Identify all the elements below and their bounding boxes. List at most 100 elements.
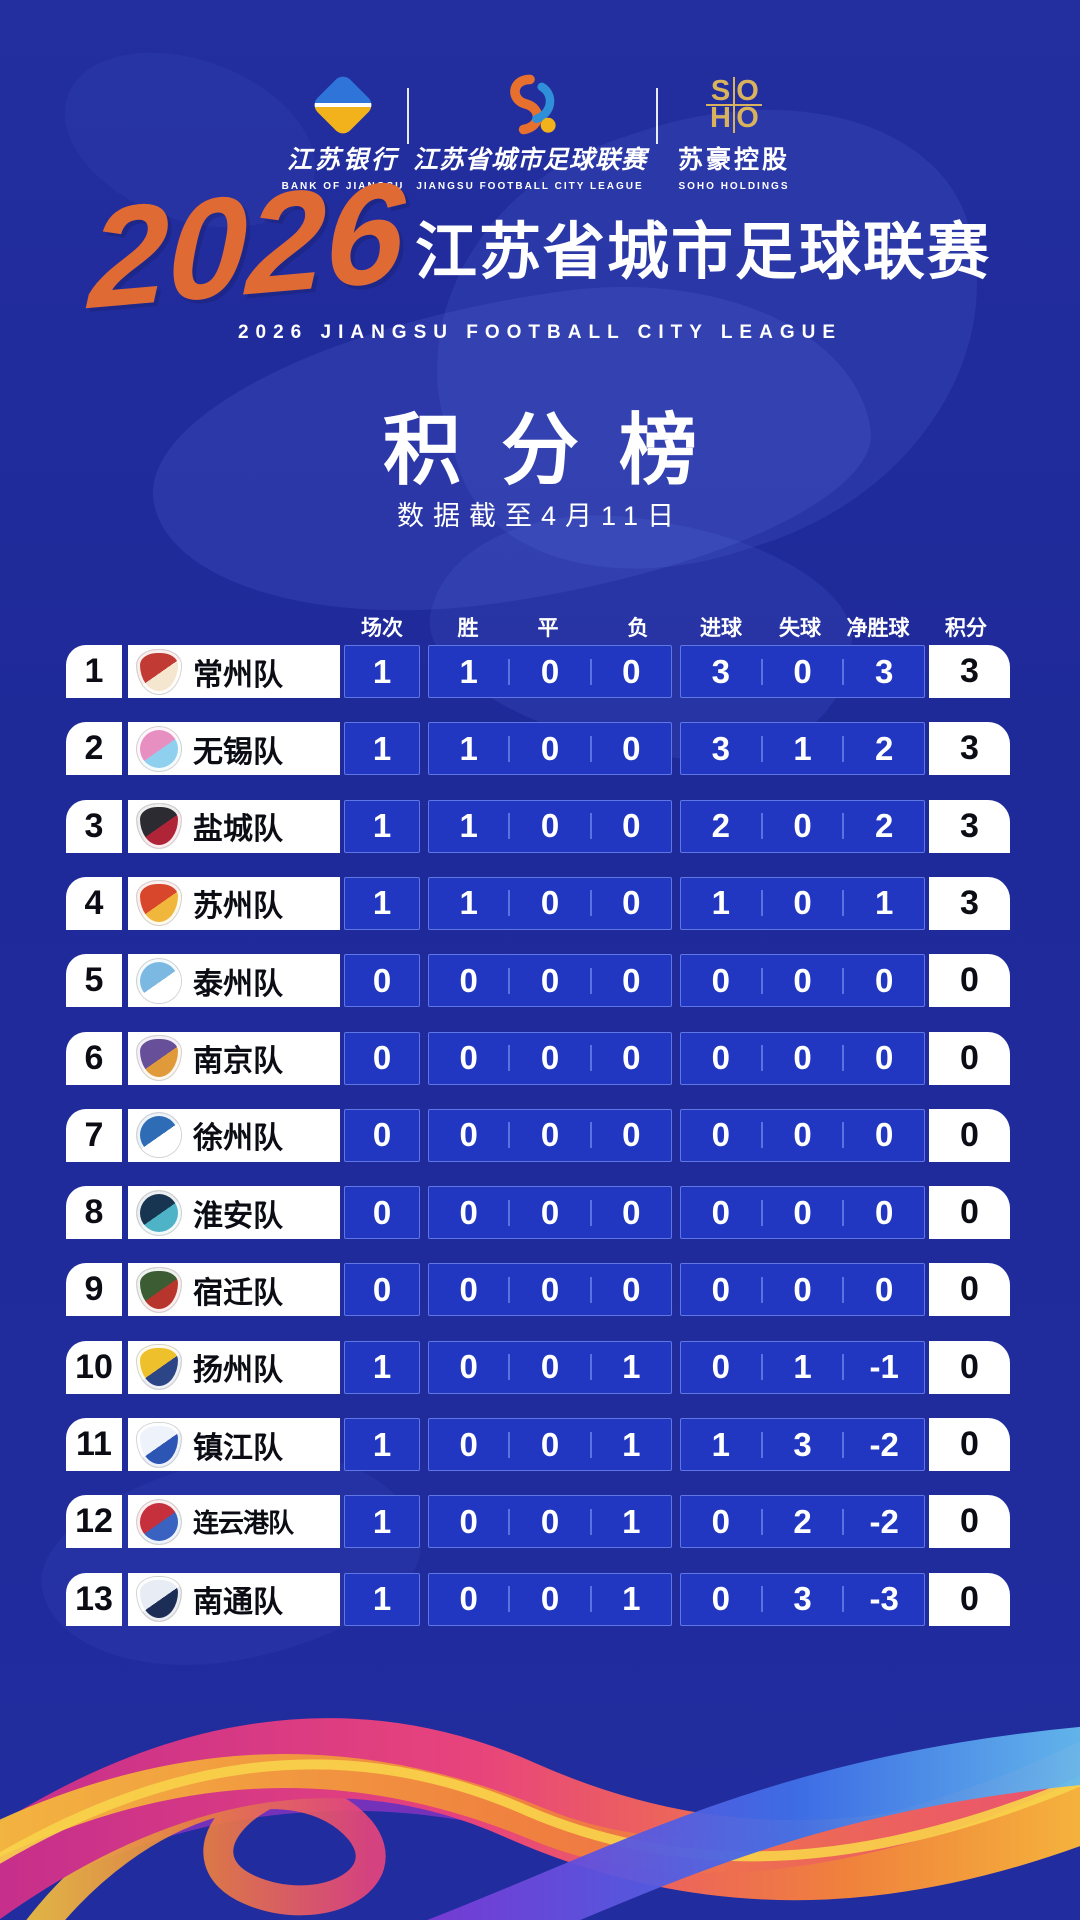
title-year: 2026 — [86, 151, 408, 340]
stat-goals-against: 1 — [793, 1348, 812, 1386]
stat-win: 0 — [459, 1580, 478, 1618]
stat-group: 0 0 0 — [428, 1186, 672, 1240]
team-name: 无锡队 — [193, 735, 283, 769]
zhenjiang-crest-icon — [137, 1422, 181, 1467]
stat-group: 1 0 0 — [428, 876, 672, 930]
stat-group: 1 0 1 — [680, 876, 925, 930]
col-header-draw: 平 — [537, 617, 559, 640]
rank-box: 7 — [66, 1108, 122, 1162]
cell-divider — [760, 1045, 763, 1071]
sponsor-bank-name-en: BANK OF JIANGSU — [281, 181, 405, 192]
stat-goals-against: 0 — [793, 961, 812, 999]
soho-logo-letter: O — [736, 75, 759, 107]
points-box: 0 — [929, 1108, 1010, 1162]
stat-goal-diff: 2 — [875, 807, 894, 845]
team-cell: 常州队 — [128, 645, 340, 698]
stat-loss: 1 — [622, 1348, 641, 1386]
sponsor-league-logo: 江苏省城市足球联赛 JIANGSU FOOTBALL CITY LEAGUE — [413, 70, 646, 192]
stat-draw: 0 — [540, 807, 560, 845]
cell-divider — [508, 1431, 511, 1458]
stat-goal-diff: 2 — [875, 729, 894, 767]
stat-played: 0 — [372, 961, 392, 999]
table-row: 9 宿迁队 0 0 0 0 0 0 0 0 — [66, 1263, 1014, 1317]
stat-loss: 1 — [622, 1425, 641, 1463]
cell-divider — [760, 1586, 763, 1613]
title-subtitle: 2026 JIANGSU FOOTBALL CITY LEAGUE — [237, 322, 843, 343]
stat-goals-for: 3 — [711, 652, 731, 690]
stat-goals-for: 0 — [711, 1116, 731, 1154]
cell-divider — [842, 1122, 845, 1149]
stat-played: 1 — [372, 729, 392, 767]
stat-goals-against: 0 — [793, 807, 812, 845]
stat-group: 0 — [344, 1263, 420, 1317]
cell-divider — [508, 890, 511, 917]
stat-group: 1 — [344, 1418, 420, 1471]
nanjing-crest-icon — [137, 1036, 181, 1080]
cell-divider — [760, 1122, 763, 1149]
points-box: 0 — [929, 1495, 1010, 1549]
nantong-crest-icon — [137, 1577, 181, 1622]
stat-played: 0 — [372, 1116, 392, 1154]
sponsor-soho-name: 苏豪控股 — [677, 146, 790, 174]
table-row: 4 苏州队 1 1 0 0 1 0 1 3 — [66, 876, 1014, 930]
table-row: 8 淮安队 0 0 0 0 0 0 0 0 — [66, 1186, 1014, 1240]
points-box: 0 — [929, 1340, 1010, 1394]
points-box: 3 — [929, 799, 1010, 853]
cell-divider — [508, 1354, 511, 1381]
league-logo-icon — [510, 74, 556, 135]
cell-divider — [589, 1354, 592, 1381]
stat-draw: 0 — [540, 1580, 560, 1618]
soho-logo-letter: O — [736, 102, 759, 134]
stat-goal-diff: 0 — [875, 1116, 894, 1154]
team-name: 苏州队 — [193, 890, 283, 924]
sponsor-bank-of-jiangsu: 江苏银行 BANK OF JIANGSU — [243, 70, 443, 192]
cell-divider — [589, 1122, 592, 1149]
cell-divider — [842, 1508, 845, 1535]
stat-draw: 0 — [540, 1348, 560, 1386]
team-name: 盐城队 — [193, 813, 283, 847]
stat-group: 0 0 1 — [428, 1572, 672, 1626]
stat-win: 0 — [459, 1502, 478, 1540]
stat-win: 0 — [459, 961, 478, 999]
stat-group: 1 — [344, 645, 420, 698]
col-header-points: 积分 — [945, 617, 987, 640]
stat-draw: 0 — [540, 1270, 560, 1308]
cell-divider — [760, 813, 763, 840]
huaian-crest-icon — [137, 1190, 181, 1235]
stat-group: 1 — [344, 1340, 420, 1394]
stat-goals-for: 3 — [711, 729, 731, 767]
stat-loss: 0 — [622, 1039, 641, 1076]
team-name: 镇江队 — [193, 1431, 283, 1465]
sponsor-league-name: 江苏省城市足球联赛 — [413, 146, 648, 174]
cell-divider — [842, 1199, 845, 1226]
stat-played: 1 — [372, 807, 392, 845]
stat-group: 1 — [344, 1572, 420, 1626]
cell-divider — [760, 658, 763, 685]
stat-loss: 1 — [622, 1580, 641, 1618]
stat-played: 1 — [372, 884, 392, 922]
cell-divider — [508, 735, 511, 762]
stat-group: 0 0 0 — [680, 1108, 925, 1162]
stat-goals-for: 0 — [711, 1502, 731, 1540]
stat-loss: 0 — [622, 807, 641, 845]
stat-win: 0 — [459, 1116, 478, 1154]
stat-goals-against: 0 — [793, 1039, 812, 1076]
cell-divider — [589, 1045, 592, 1071]
rank-box: 13 — [66, 1572, 122, 1626]
decorative-ribbons — [0, 1718, 1080, 1920]
changzhou-crest-icon — [137, 649, 181, 694]
stat-goal-diff: 1 — [875, 884, 894, 922]
stat-goals-for: 1 — [711, 884, 731, 922]
team-cell: 盐城队 — [128, 799, 340, 853]
stat-group: 0 1 -1 — [680, 1340, 925, 1394]
cell-divider — [842, 1431, 845, 1458]
cell-divider — [589, 658, 592, 685]
team-name: 淮安队 — [193, 1199, 283, 1233]
stat-loss: 0 — [622, 1116, 641, 1154]
cell-divider — [842, 1045, 845, 1071]
stat-group: 2 0 2 — [680, 799, 925, 853]
rank-box: 5 — [66, 954, 122, 1008]
team-cell: 南通队 — [128, 1572, 340, 1626]
rank-box: 10 — [66, 1340, 122, 1394]
